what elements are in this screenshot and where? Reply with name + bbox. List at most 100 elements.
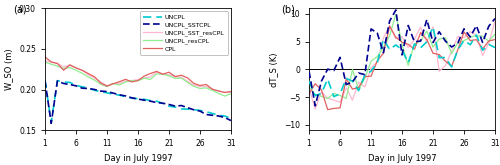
UNCPL_SST_resCPL [210, 88, 216, 90]
Line: CPL: CPL [45, 57, 231, 93]
Line: UNCPL_SSTCPL: UNCPL_SSTCPL [45, 81, 231, 123]
UNCPL_resCPL [92, 79, 98, 81]
CPL [67, 64, 73, 66]
UNCPL [184, 108, 190, 110]
UNCPL_resCPL [48, 63, 54, 65]
UNCPL_resCPL [141, 77, 147, 79]
UNCPL_SSTCPL [116, 94, 122, 96]
UNCPL [54, 80, 60, 82]
UNCPL_SSTCPL [86, 88, 91, 90]
UNCPL_resCPL [203, 87, 209, 89]
UNCPL_SSTCPL [104, 91, 110, 93]
UNCPL_SSTCPL [54, 80, 60, 82]
Line: UNCPL_SST_resCPL: UNCPL_SST_resCPL [45, 61, 231, 92]
UNCPL_SSTCPL [228, 120, 234, 122]
UNCPL_SSTCPL [203, 114, 209, 116]
UNCPL_SSTCPL [73, 85, 79, 87]
UNCPL_SSTCPL [178, 105, 184, 107]
UNCPL_SSTCPL [135, 98, 141, 100]
UNCPL [116, 94, 122, 96]
UNCPL_SST_resCPL [98, 81, 104, 83]
UNCPL_SSTCPL [222, 116, 228, 118]
UNCPL_SST_resCPL [42, 60, 48, 62]
UNCPL_SST_resCPL [228, 91, 234, 93]
UNCPL [160, 102, 166, 104]
CPL [154, 70, 160, 72]
UNCPL [79, 86, 85, 88]
CPL [191, 82, 197, 84]
UNCPL_SST_resCPL [135, 79, 141, 81]
UNCPL_resCPL [210, 89, 216, 91]
UNCPL_resCPL [42, 61, 48, 63]
UNCPL_resCPL [166, 75, 172, 77]
UNCPL_SST_resCPL [122, 80, 128, 82]
UNCPL [203, 111, 209, 113]
UNCPL_SSTCPL [110, 92, 116, 94]
UNCPL_SST_resCPL [79, 69, 85, 71]
UNCPL_SSTCPL [166, 103, 172, 105]
UNCPL_resCPL [60, 67, 66, 69]
UNCPL_resCPL [122, 81, 128, 83]
UNCPL_SSTCPL [216, 115, 222, 117]
CPL [86, 73, 91, 75]
UNCPL_resCPL [154, 73, 160, 75]
UNCPL_SSTCPL [42, 80, 48, 82]
UNCPL_resCPL [129, 80, 135, 82]
CPL [73, 67, 79, 69]
UNCPL [104, 92, 110, 94]
CPL [60, 69, 66, 71]
UNCPL_resCPL [191, 85, 197, 87]
UNCPL [222, 115, 228, 117]
UNCPL [60, 81, 66, 83]
UNCPL_SST_resCPL [110, 83, 116, 85]
CPL [79, 69, 85, 71]
UNCPL_SSTCPL [48, 122, 54, 124]
UNCPL_SST_resCPL [160, 73, 166, 75]
UNCPL [135, 98, 141, 100]
CPL [54, 63, 60, 65]
CPL [116, 81, 122, 83]
Y-axis label: dT_S (K): dT_S (K) [270, 52, 278, 87]
UNCPL_SST_resCPL [184, 80, 190, 82]
UNCPL_SST_resCPL [178, 76, 184, 78]
UNCPL_SST_resCPL [197, 85, 203, 87]
UNCPL_SST_resCPL [104, 85, 110, 87]
UNCPL [216, 114, 222, 116]
CPL [42, 56, 48, 58]
UNCPL_SST_resCPL [216, 90, 222, 92]
X-axis label: Day in July 1997: Day in July 1997 [104, 154, 172, 163]
CPL [160, 73, 166, 75]
UNCPL [172, 106, 178, 108]
UNCPL [67, 81, 73, 83]
UNCPL_SST_resCPL [116, 83, 122, 85]
UNCPL [154, 100, 160, 102]
UNCPL [141, 98, 147, 100]
UNCPL_resCPL [222, 95, 228, 97]
UNCPL_resCPL [197, 87, 203, 89]
UNCPL_resCPL [73, 69, 79, 71]
UNCPL [122, 96, 128, 98]
UNCPL_SSTCPL [184, 107, 190, 109]
Line: UNCPL_resCPL: UNCPL_resCPL [45, 62, 231, 96]
Text: (a): (a) [14, 5, 27, 15]
Text: (b): (b) [281, 5, 295, 15]
UNCPL_SST_resCPL [203, 85, 209, 87]
UNCPL_resCPL [86, 76, 91, 78]
UNCPL_SST_resCPL [172, 76, 178, 78]
UNCPL_resCPL [79, 72, 85, 74]
UNCPL_SST_resCPL [129, 80, 135, 82]
UNCPL_SST_resCPL [86, 74, 91, 76]
X-axis label: Day in July 1997: Day in July 1997 [368, 154, 436, 163]
UNCPL [48, 122, 54, 124]
UNCPL [210, 113, 216, 115]
UNCPL [42, 79, 48, 81]
CPL [166, 71, 172, 73]
Legend: UNCPL, UNCPL_SSTCPL, UNCPL_SST_resCPL, UNCPL_resCPL, CPL: UNCPL, UNCPL_SSTCPL, UNCPL_SST_resCPL, U… [140, 11, 228, 55]
UNCPL [92, 89, 98, 91]
UNCPL_SSTCPL [79, 87, 85, 89]
CPL [48, 61, 54, 63]
CPL [141, 75, 147, 77]
UNCPL_SST_resCPL [148, 76, 154, 78]
UNCPL [110, 93, 116, 95]
CPL [104, 85, 110, 87]
